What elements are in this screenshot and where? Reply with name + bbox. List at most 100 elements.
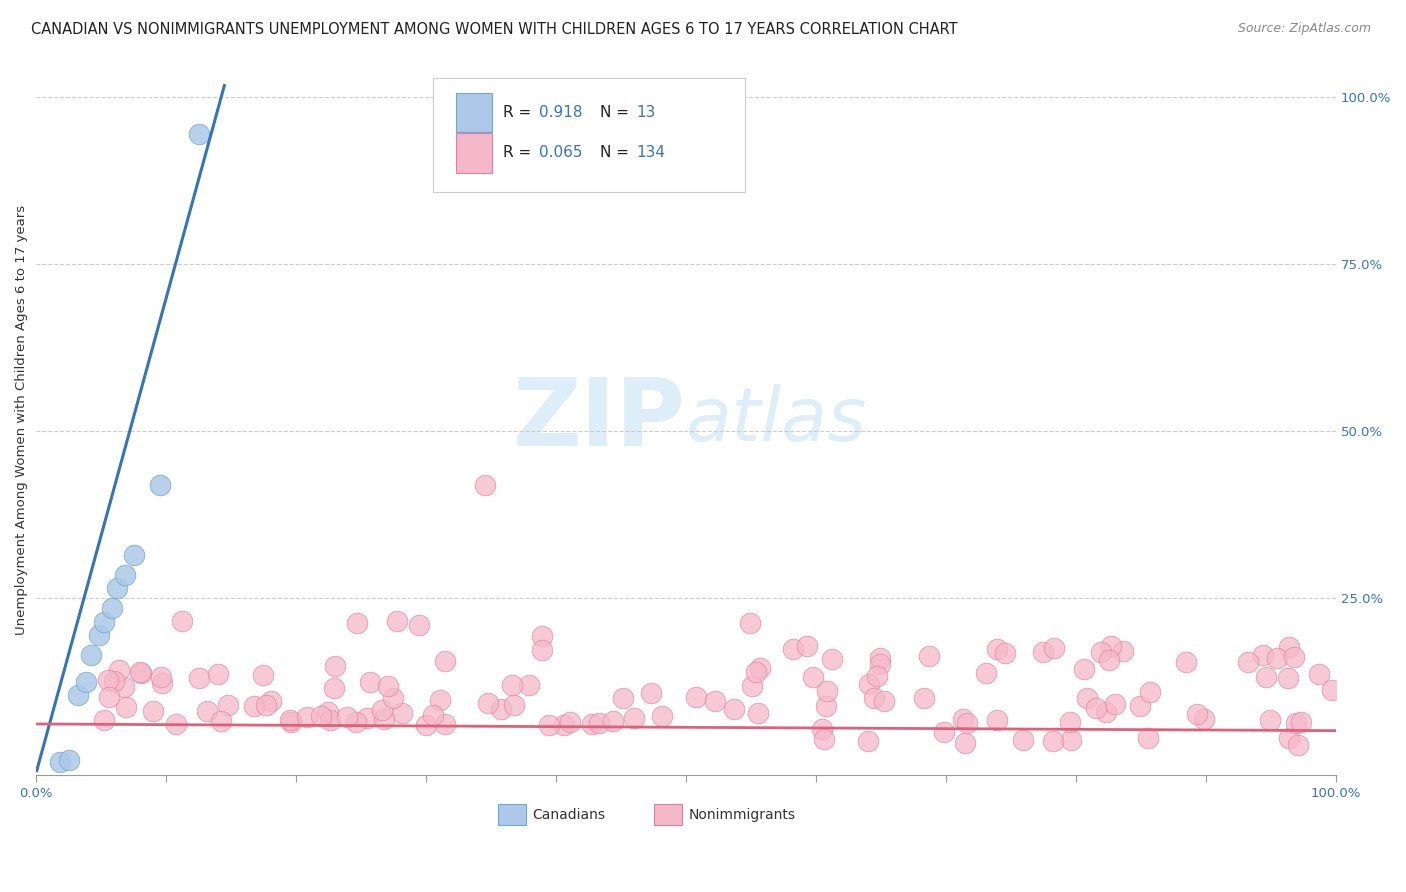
Point [129,665,152,680]
Text: atlas: atlas [686,384,868,456]
Point [912,690,935,705]
Point [66,688,89,702]
Point [956,716,979,731]
Text: N =: N = [600,145,634,161]
Point [434,716,457,731]
Point [58,753,80,767]
Y-axis label: Unemployment Among Women with Children Ages 6 to 17 years: Unemployment Among Women with Children A… [15,204,28,635]
Point [1099,639,1122,653]
Text: 0.918: 0.918 [540,105,582,120]
Point [149,478,172,492]
Point [994,646,1017,660]
Point [858,734,880,748]
Point [1322,683,1344,698]
Point [640,686,662,700]
Point [1060,732,1083,747]
Point [932,724,955,739]
Point [1251,648,1274,662]
Text: Source: ZipAtlas.com: Source: ZipAtlas.com [1237,22,1371,36]
Point [260,694,283,708]
Point [188,671,211,685]
Text: 134: 134 [637,145,665,161]
Point [474,478,496,492]
Point [377,679,399,693]
Point [323,681,346,695]
Point [373,712,395,726]
Point [344,715,367,730]
Point [748,661,770,675]
Point [519,678,541,692]
Point [108,663,131,677]
Point [803,670,825,684]
Point [280,714,302,729]
Point [1012,733,1035,747]
Point [530,643,553,657]
Point [252,668,274,682]
Point [1097,653,1119,667]
Point [782,642,804,657]
Point [309,709,332,723]
Point [112,680,135,694]
Point [503,698,526,712]
Point [433,655,456,669]
Point [243,698,266,713]
Point [93,615,115,629]
Point [100,601,122,615]
Point [814,698,837,713]
Point [1254,670,1277,684]
Point [1136,731,1159,746]
Point [1192,712,1215,726]
Point [87,628,110,642]
Point [336,710,359,724]
Point [165,716,187,731]
Point [97,673,120,688]
Point [588,715,610,730]
Point [1289,715,1312,730]
FancyBboxPatch shape [654,804,682,825]
Point [105,582,128,596]
Point [429,692,451,706]
Point [319,713,342,727]
Point [1042,734,1064,748]
Point [581,716,603,731]
Point [172,614,194,628]
Point [815,683,838,698]
Point [869,651,891,665]
Point [356,711,378,725]
Text: N =: N = [600,105,634,120]
Point [48,755,70,769]
Point [122,548,145,562]
Point [530,629,553,643]
Point [651,709,673,723]
Text: R =: R = [503,105,536,120]
Point [869,657,891,671]
Point [1277,671,1299,685]
Point [93,713,115,727]
Point [256,698,278,713]
Text: R =: R = [503,145,536,161]
Point [391,706,413,721]
Point [325,658,347,673]
Point [1032,645,1054,659]
Point [1308,667,1330,681]
Point [149,670,172,684]
Point [1112,644,1135,658]
Point [207,666,229,681]
Point [75,674,97,689]
Point [685,690,707,705]
Point [150,676,173,690]
Point [738,615,761,630]
Point [1085,701,1108,715]
Point [821,652,844,666]
Point [953,736,976,750]
Point [866,668,889,682]
Point [1174,656,1197,670]
Point [187,127,209,141]
Point [986,642,1008,657]
Point [917,648,939,663]
Point [103,674,125,689]
Point [862,691,884,706]
Point [1095,705,1118,719]
Point [745,665,768,679]
Point [385,615,408,629]
